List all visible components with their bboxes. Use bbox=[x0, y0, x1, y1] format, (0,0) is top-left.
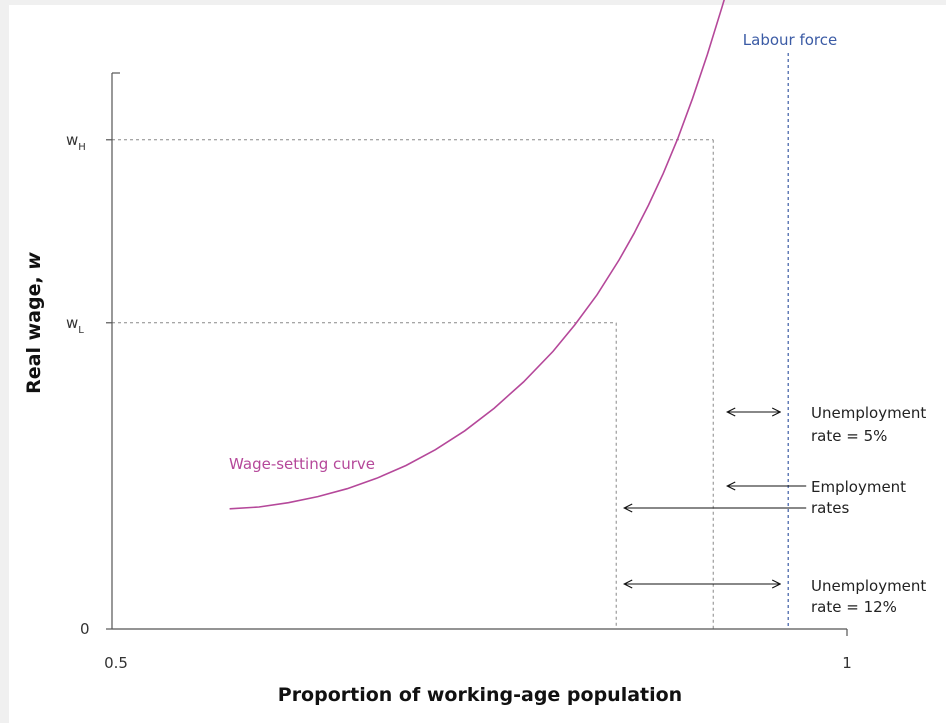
guide-lines: Labour force bbox=[112, 31, 837, 629]
y-tick-label: 0 bbox=[80, 620, 90, 638]
wage-setting-curve-label: Wage-setting curve bbox=[229, 455, 375, 473]
wage-setting-curve bbox=[229, 0, 725, 510]
x-tick-label: 0.5 bbox=[104, 654, 128, 672]
y-axis-title-main: Real wage, bbox=[23, 270, 45, 394]
y-tick-label-sub: L bbox=[78, 325, 84, 336]
x-tick-label: 1 bbox=[842, 654, 852, 672]
employment-rates-label-line2: rates bbox=[811, 499, 849, 517]
y-tick-label-sub: H bbox=[78, 142, 86, 153]
y-axis-title-variable: w bbox=[23, 252, 45, 270]
plot-background bbox=[9, 5, 946, 723]
employment-rates-label-line1: Employment bbox=[811, 478, 906, 496]
unemployment-5-label-line1: Unemployment bbox=[811, 404, 926, 422]
y-axis-title: Real wage, w bbox=[23, 252, 45, 394]
y-tick-label-main: w bbox=[66, 314, 78, 332]
unemployment-12-label-line2: rate = 12% bbox=[811, 598, 897, 616]
x-axis-title: Proportion of working-age population bbox=[278, 684, 682, 706]
y-tick-label: wL bbox=[66, 314, 84, 336]
annotations: Unemployment rate = 5% Employment rates Unem… bbox=[624, 404, 926, 616]
y-tick-label: wH bbox=[66, 131, 86, 153]
series-layer: Wage-setting curve bbox=[229, 0, 725, 510]
labour-force-label: Labour force bbox=[743, 31, 837, 49]
y-tick-label-main: w bbox=[66, 131, 78, 149]
unemployment-12-label-line1: Unemployment bbox=[811, 577, 926, 595]
unemployment-5-label-line2: rate = 5% bbox=[811, 427, 887, 445]
